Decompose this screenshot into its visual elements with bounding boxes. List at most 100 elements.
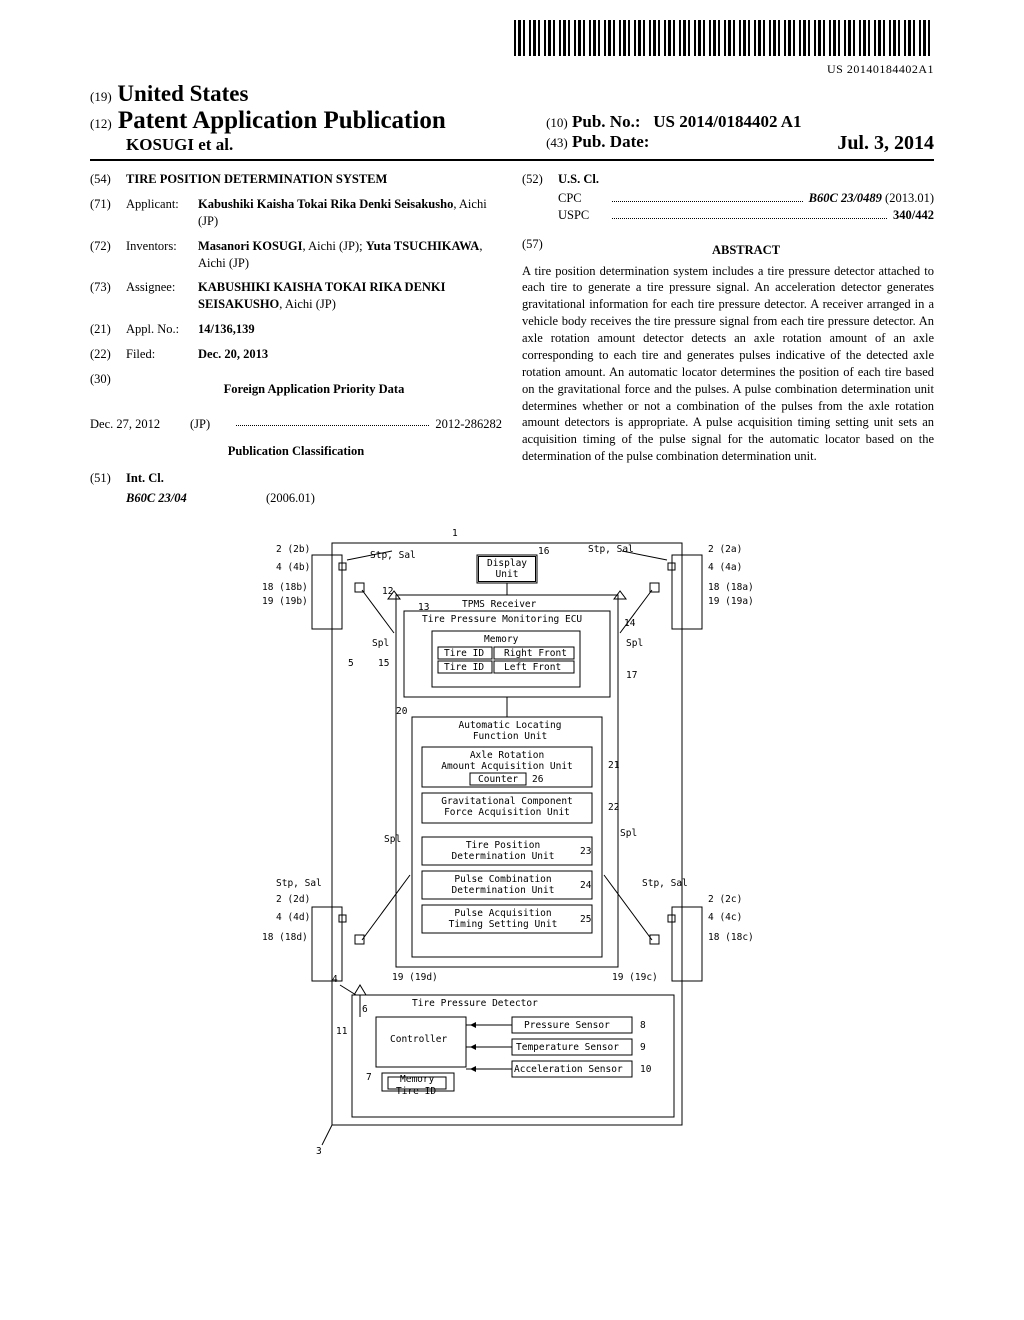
inventors-code: (72) [90,238,126,272]
header: (19) United States (12) Patent Applicati… [90,81,934,161]
pub-no: US 2014/0184402 A1 [653,112,801,131]
fig-box-pressure: Pressure Sensor [524,1021,610,1031]
appl-code: (21) [90,321,126,338]
abstract-label: ABSTRACT [558,242,934,259]
fig-label-24: 24 [580,881,591,891]
fig-label-21: 21 [608,761,619,771]
barcode-block: US 20140184402A1 [90,20,934,77]
inventor1: Masanori KOSUGI [198,239,303,253]
inventor2: Yuta TSUCHIKAWA [366,239,480,253]
fig-label-stp-tl: Stp, Sal [370,551,416,561]
fig-box-memory2: Memory [400,1075,434,1085]
fig-label-4c: 4 (4c) [708,913,742,923]
fig-label-19b: 19 (19b) [262,597,308,607]
dots [236,416,429,426]
fig-box-temp: Temperature Sensor [516,1043,619,1053]
pub-date: Jul. 3, 2014 [837,132,934,155]
cpc-val: B60C 23/0489 [809,191,882,205]
fig-label-19c: 19 (19c) [612,973,658,983]
fig-box-grav: Gravitational ComponentForce Acquisition… [428,797,586,818]
fig-label-spl-tr: Spl [626,639,643,649]
intcl-class: B60C 23/04 [126,490,266,507]
fig-label-22: 22 [608,803,619,813]
body-columns: (54) TIRE POSITION DETERMINATION SYSTEM … [90,171,934,507]
fig-label-6: 6 [362,1005,368,1015]
fig-box-tireid-lf: Tire ID [444,663,484,673]
fig-box-tireid-rf: Tire ID [444,649,484,659]
priority-num: 2012-286282 [435,416,502,433]
right-column: (52) U.S. Cl. CPC B60C 23/0489 (2013.01)… [522,171,934,507]
uspc-val: 340/442 [893,208,934,222]
fig-box-tpms: TPMS Receiver [462,600,536,610]
classification-title: Publication Classification [90,443,502,460]
fig-label-16: 16 [538,547,549,557]
pub-type: Patent Application Publication [118,107,446,134]
fig-label-9: 9 [640,1043,646,1053]
priority-title: Foreign Application Priority Data [126,381,502,398]
pub-type-code: (12) [90,116,112,131]
fig-box-controller: Controller [390,1035,447,1045]
fig-label-spl-br: Spl [620,829,637,839]
fig-label-spl-tl: Spl [372,639,389,649]
fig-label-23: 23 [580,847,591,857]
fig-label-18b: 18 (18b) [262,583,308,593]
applicant-name: Kabushiki Kaisha Tokai Rika Denki Seisak… [198,197,453,211]
fig-box-autoloc: Automatic LocatingFunction Unit [450,721,570,742]
assignee-loc: , Aichi (JP) [279,297,336,311]
fig-label-2d: 2 (2d) [276,895,310,905]
fig-label-13: 13 [418,603,429,613]
fig-label-2b: 2 (2b) [276,545,310,555]
fig-label-2a: 2 (2a) [708,545,742,555]
pub-no-label: Pub. No.: [572,112,640,131]
fig-label-14: 14 [624,619,635,629]
appl-no: 14/136,139 [198,322,255,336]
fig-label-7: 7 [366,1073,372,1083]
fig-label-stp-tr: Stp, Sal [588,545,634,555]
fig-label-25: 25 [580,915,591,925]
country: United States [117,81,248,106]
pub-no-code: (10) [546,115,568,130]
applicant-label: Applicant: [126,196,198,230]
dots [612,192,803,202]
uscl-code: (52) [522,171,558,188]
abstract-code: (57) [522,236,558,263]
fig-label-2c: 2 (2c) [708,895,742,905]
fig-label-26: 26 [532,775,543,785]
fig-label-18a: 18 (18a) [708,583,754,593]
assignee-code: (73) [90,279,126,313]
pub-date-label: Pub. Date: [572,132,649,151]
intcl-code: (51) [90,470,126,487]
uspc-label: USPC [558,207,606,224]
fig-label-5: 5 [348,659,354,669]
fig-box-tpd: Tire Pressure Detector [412,999,538,1009]
inventor1-loc: , Aichi (JP); [303,239,366,253]
fig-label-4-bottom: 4 [332,975,338,985]
fig-label-stp-bl: Stp, Sal [276,879,322,889]
filed-code: (22) [90,346,126,363]
fig-label-3: 3 [316,1147,322,1157]
fig-label-19d: 19 (19d) [392,973,438,983]
fig-box-tireid2: Tire ID [396,1087,436,1097]
fig-label-4a: 4 (4a) [708,563,742,573]
barcode-text: US 20140184402A1 [90,62,934,77]
country-code: (19) [90,89,112,104]
priority-cc: (JP) [190,416,230,433]
fig-label-spl-bl: Spl [384,835,401,845]
filed-label: Filed: [126,346,198,363]
cpc-label: CPC [558,190,606,207]
fig-label-20: 20 [396,707,407,717]
barcode [514,20,934,56]
fig-label-18c: 18 (18c) [708,933,754,943]
filed-date: Dec. 20, 2013 [198,347,268,361]
title-code: (54) [90,171,126,188]
fig-label-4b: 4 (4b) [276,563,310,573]
authors: KOSUGI et al. [90,135,536,155]
priority-code: (30) [90,371,126,408]
uscl-label: U.S. Cl. [558,172,599,186]
fig-box-pulsecomb: Pulse CombinationDetermination Unit [428,875,578,896]
abstract-text: A tire position determination system inc… [522,263,934,466]
fig-box-ecu: Tire Pressure Monitoring ECU [422,615,582,625]
invention-title: TIRE POSITION DETERMINATION SYSTEM [126,172,387,186]
cpc-year: (2013.01) [885,191,934,205]
fig-box-axle: Axle RotationAmount Acquisition Unit [432,751,582,772]
